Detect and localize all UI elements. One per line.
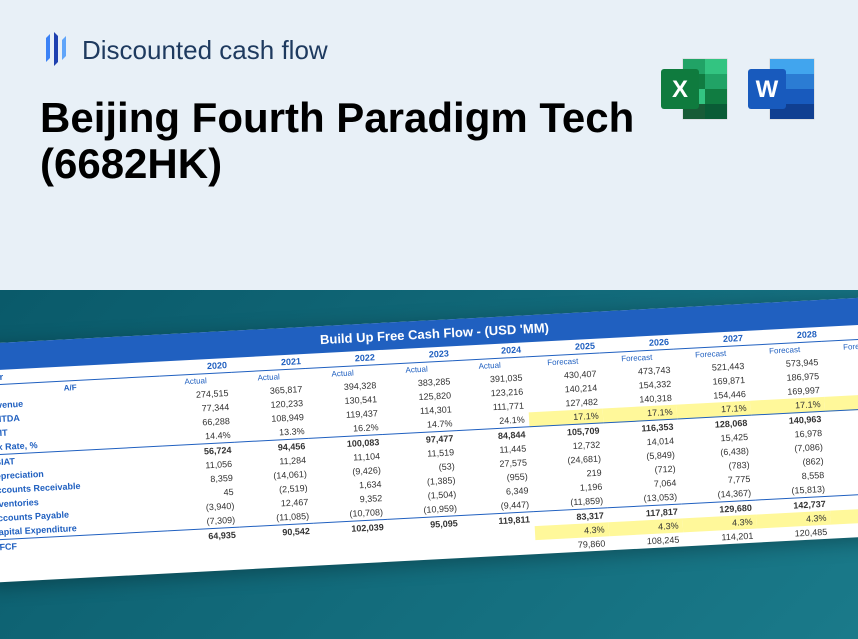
svg-text:W: W	[756, 76, 779, 103]
data-cell	[463, 540, 536, 558]
data-cell: 79,860	[535, 536, 610, 554]
data-cell: 155,156	[825, 407, 858, 425]
data-cell: (7,800)	[826, 436, 858, 454]
data-cell: 18,688	[826, 422, 858, 440]
data-cell	[241, 552, 316, 570]
data-cell: 17.1%	[824, 393, 858, 411]
app-icons: X W	[659, 55, 818, 123]
data-cell: (949)	[827, 450, 858, 468]
data-cell: 187,113	[823, 379, 858, 397]
table-section: Build Up Free Cash Flow - (USD 'MM) Year…	[0, 290, 858, 639]
data-cell: 549,905	[831, 521, 858, 539]
excel-icon[interactable]: X	[659, 55, 731, 123]
data-cell	[169, 556, 242, 574]
word-icon[interactable]: W	[746, 55, 818, 123]
spreadsheet: Build Up Free Cash Flow - (USD 'MM) Year…	[0, 296, 858, 583]
data-cell: 157,109	[829, 492, 858, 510]
data-cell: 4.3%	[830, 507, 858, 525]
company-title: Beijing Fourth Paradigm Tech (6682HK)	[40, 95, 660, 187]
data-cell: 120,485	[757, 525, 832, 543]
data-cell	[315, 548, 390, 566]
data-cell: 114,201	[683, 529, 758, 547]
brand-logo-icon	[40, 30, 70, 70]
data-cell	[389, 544, 464, 562]
brand-text: Discounted cash flow	[82, 35, 328, 66]
svg-text:X: X	[672, 76, 688, 103]
data-cell: 108,245	[609, 532, 684, 550]
data-cell: 9,420	[828, 464, 858, 482]
data-cell: (17,406)	[829, 478, 858, 496]
year-header: 2029	[821, 323, 858, 341]
header-section: Discounted cash flow Beijing Fourth Para…	[0, 0, 858, 290]
data-cell: 631,734	[822, 351, 858, 369]
data-cell: 205,801	[823, 365, 858, 383]
